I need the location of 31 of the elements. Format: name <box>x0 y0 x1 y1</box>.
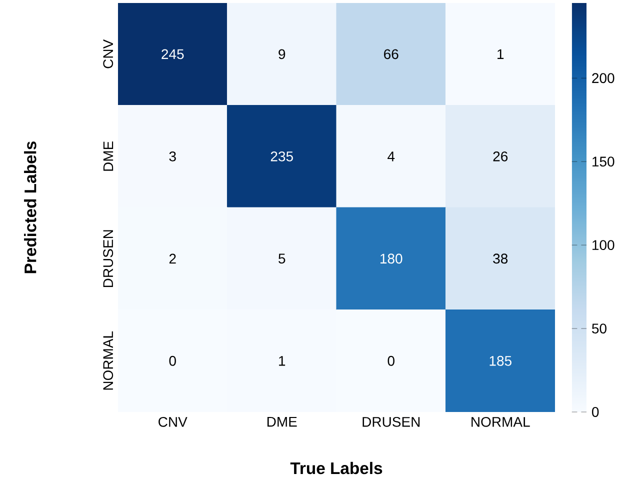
data-label: 5 <box>278 254 286 264</box>
y-axis-title: Predicted Labels <box>24 142 36 274</box>
data-label: 245 <box>162 49 184 60</box>
y-tick-label: NORMAL <box>103 331 114 390</box>
data-label: 0 <box>169 356 176 366</box>
y-tick-label: DRUSEN <box>103 230 114 288</box>
color-bar-label: 0 <box>592 407 599 417</box>
color-bar-label: 150 <box>592 156 614 167</box>
data-label: 3 <box>169 151 176 162</box>
x-tick-label: NORMAL <box>472 416 530 427</box>
y-tick-label: CNV <box>103 39 114 68</box>
color-bar-label: 200 <box>592 73 614 84</box>
data-label: 66 <box>384 49 398 60</box>
x-tick-label: DRUSEN <box>362 416 420 427</box>
data-label: 0 <box>388 356 394 366</box>
data-label: 38 <box>493 254 508 264</box>
data-label: 4 <box>388 152 395 162</box>
data-label: 185 <box>490 356 512 366</box>
data-label: 2 <box>169 254 176 264</box>
x-tick-label: DME <box>267 416 297 427</box>
data-label: 26 <box>493 151 508 162</box>
data-label: 9 <box>278 49 286 60</box>
data-label: 1 <box>279 356 286 366</box>
data-label: 1 <box>498 49 504 59</box>
x-axis-title: True Labels <box>290 462 382 474</box>
x-tick-label: CNV <box>158 416 188 427</box>
color-bar-label: 100 <box>592 240 614 250</box>
y-tick-label: DME <box>103 141 114 171</box>
color-bar-label: 50 <box>592 324 606 334</box>
data-label: 180 <box>380 254 402 264</box>
data-label: 235 <box>270 151 293 162</box>
